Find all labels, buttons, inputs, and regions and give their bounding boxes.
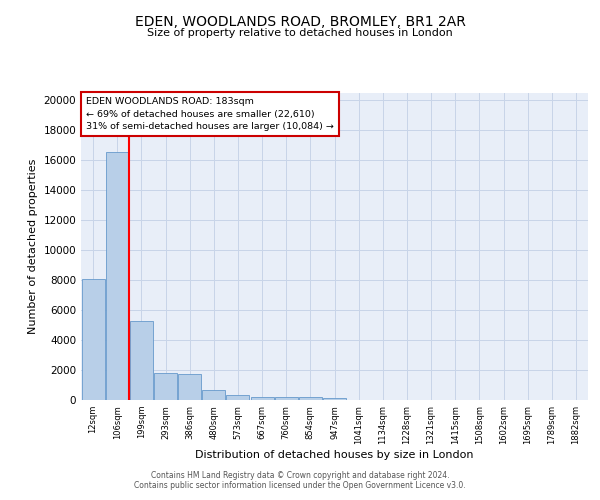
Bar	[106, 152, 128, 400]
Bar	[202, 390, 225, 400]
Bar	[154, 373, 177, 400]
Bar	[275, 397, 298, 400]
X-axis label: Distribution of detached houses by size in London: Distribution of detached houses by size …	[195, 450, 474, 460]
Text: EDEN WOODLANDS ROAD: 183sqm
← 69% of detached houses are smaller (22,610)
31% of: EDEN WOODLANDS ROAD: 183sqm ← 69% of det…	[86, 97, 334, 131]
Bar	[323, 398, 346, 400]
Text: Contains HM Land Registry data © Crown copyright and database right 2024.
Contai: Contains HM Land Registry data © Crown c…	[134, 470, 466, 490]
Y-axis label: Number of detached properties: Number of detached properties	[28, 158, 38, 334]
Text: Size of property relative to detached houses in London: Size of property relative to detached ho…	[147, 28, 453, 38]
Text: EDEN, WOODLANDS ROAD, BROMLEY, BR1 2AR: EDEN, WOODLANDS ROAD, BROMLEY, BR1 2AR	[134, 15, 466, 29]
Bar	[178, 374, 201, 400]
Bar	[299, 397, 322, 400]
Bar	[226, 396, 250, 400]
Bar	[82, 278, 104, 400]
Bar	[130, 320, 153, 400]
Bar	[251, 396, 274, 400]
